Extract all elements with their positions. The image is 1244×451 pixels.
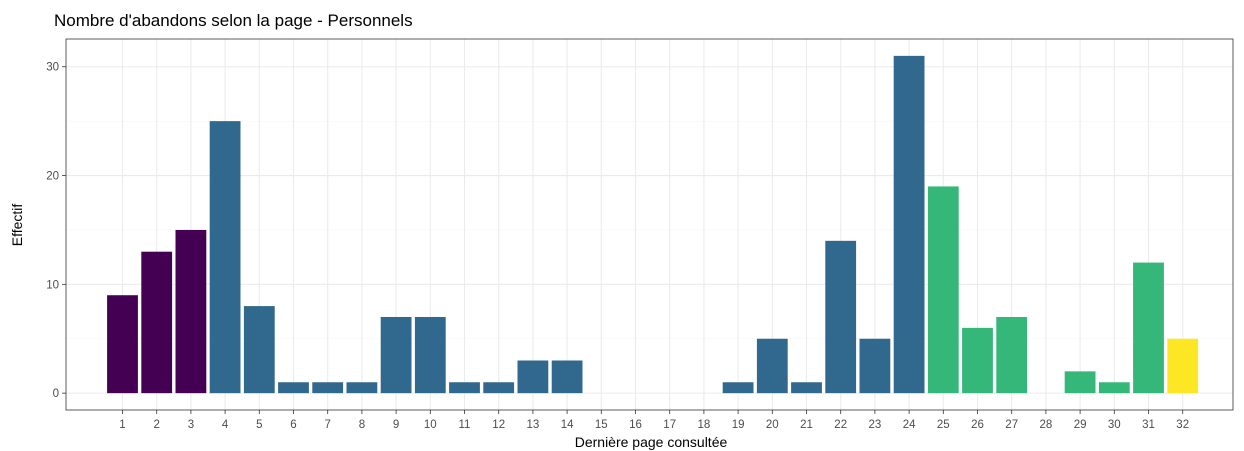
bar xyxy=(107,295,138,394)
bar xyxy=(996,316,1028,394)
x-tick-label: 6 xyxy=(290,419,296,431)
y-tick-label: 30 xyxy=(46,62,59,74)
bar xyxy=(414,316,446,394)
x-tick-label: 5 xyxy=(256,419,262,431)
bar xyxy=(346,382,378,394)
x-tick-label: 16 xyxy=(629,419,642,431)
x-tick-label: 12 xyxy=(492,419,505,431)
bar xyxy=(1167,338,1199,394)
x-tick-label: 32 xyxy=(1176,419,1189,431)
bar xyxy=(278,382,309,394)
x-tick-label: 26 xyxy=(971,419,984,431)
bars xyxy=(107,55,1199,394)
bar xyxy=(551,360,583,394)
bar xyxy=(859,338,891,394)
x-axis-title: Dernière page consultée xyxy=(575,434,728,450)
x-tick-label: 19 xyxy=(732,419,745,431)
x-tick-label: 20 xyxy=(766,419,779,431)
bar xyxy=(893,55,925,394)
x-tick-label: 10 xyxy=(424,419,437,431)
bar xyxy=(722,382,754,394)
x-tick-label: 14 xyxy=(561,419,574,431)
bar xyxy=(380,316,412,394)
bar xyxy=(175,229,207,394)
y-axis: 0 10 20 30 xyxy=(46,62,66,400)
y-tick-label: 20 xyxy=(46,171,59,183)
y-tick-label: 10 xyxy=(46,279,59,291)
grid xyxy=(66,39,1233,410)
x-tick-label: 24 xyxy=(903,419,916,431)
x-tick-label: 8 xyxy=(359,419,365,431)
bar xyxy=(517,360,549,394)
bar xyxy=(791,382,822,394)
bar xyxy=(1098,382,1130,394)
x-axis: 1 2 3 4 5 6 7 8 9 10 11 12 13 14 15 16 17 18 19 20 21 22 23 24 2… xyxy=(119,410,1189,431)
x-tick-label: 28 xyxy=(1040,419,1053,431)
bar xyxy=(825,240,857,394)
x-tick-label: 25 xyxy=(937,419,950,431)
x-tick-label: 23 xyxy=(869,419,882,431)
bar xyxy=(209,121,241,394)
x-tick-label: 15 xyxy=(595,419,608,431)
x-tick-label: 3 xyxy=(188,419,194,431)
x-tick-label: 2 xyxy=(153,419,159,431)
x-tick-label: 29 xyxy=(1074,419,1087,431)
bar xyxy=(243,306,275,394)
bar xyxy=(449,382,480,394)
bar xyxy=(962,327,993,394)
x-tick-label: 4 xyxy=(222,419,229,431)
panel-border xyxy=(65,38,1234,411)
bar xyxy=(312,382,344,394)
y-axis-title: Effectif xyxy=(9,204,25,247)
bar xyxy=(483,382,515,394)
chart-title: Nombre d'abandons selon la page - Person… xyxy=(54,11,413,30)
x-tick-label: 1 xyxy=(119,419,125,431)
bar xyxy=(141,251,173,394)
x-tick-label: 18 xyxy=(698,419,711,431)
x-tick-label: 9 xyxy=(393,419,399,431)
bar xyxy=(1133,262,1164,394)
x-tick-label: 13 xyxy=(527,419,540,431)
x-tick-label: 27 xyxy=(1005,419,1018,431)
bar xyxy=(1064,371,1096,394)
x-tick-label: 21 xyxy=(800,419,813,431)
x-tick-label: 11 xyxy=(459,419,471,431)
bar xyxy=(927,186,959,394)
y-tick-label: 0 xyxy=(53,388,59,400)
x-tick-label: 22 xyxy=(834,419,847,431)
x-tick-label: 17 xyxy=(663,419,676,431)
bar xyxy=(756,338,788,394)
x-tick-label: 30 xyxy=(1108,419,1121,431)
x-tick-label: 31 xyxy=(1142,419,1155,431)
x-tick-label: 7 xyxy=(324,419,330,431)
